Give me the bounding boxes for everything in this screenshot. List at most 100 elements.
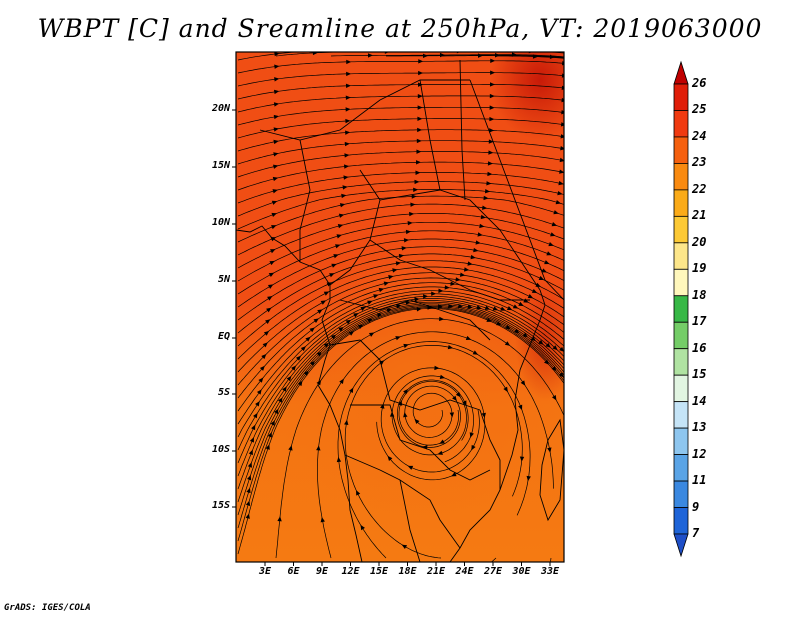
colorbar-swatch — [673, 480, 689, 508]
streamline-arrow — [253, 412, 258, 419]
streamline-arrow — [476, 305, 482, 310]
streamline-arrow — [437, 450, 443, 455]
border-11 — [344, 454, 461, 549]
streamline-arrow — [342, 185, 348, 190]
streamline-arrow — [431, 291, 437, 296]
streamline-arrow — [480, 214, 486, 220]
streamline-arrow — [273, 102, 280, 107]
colorbar-label: 21 — [692, 208, 707, 223]
streamline-arrow — [300, 346, 306, 352]
streamline-arrow — [401, 246, 407, 251]
page-title: WBPT [C] and Sreamline at 250hPa, VT: 20… — [37, 14, 763, 43]
streamline-arrow — [488, 150, 494, 155]
streamline-arrow — [395, 336, 401, 341]
streamline-arrow — [469, 432, 474, 438]
streamline-arrow — [455, 392, 461, 398]
streamline-arrow — [270, 249, 276, 254]
streamline-arrow — [345, 118, 351, 124]
streamline — [237, 140, 564, 165]
streamline-arrow — [558, 180, 564, 186]
streamline-arrow — [449, 412, 455, 418]
streamline-arrow — [387, 455, 393, 462]
streamline-arrow — [465, 335, 472, 341]
streamline-arrow — [373, 294, 379, 299]
streamline-arrow — [415, 170, 421, 175]
streamline-arrow — [518, 404, 523, 411]
colorbar-label: 15 — [692, 367, 707, 382]
east-africa-coast — [449, 289, 546, 562]
streamline-arrow — [277, 397, 283, 403]
streamline-arrow — [519, 456, 525, 462]
streamline-arrow — [368, 332, 375, 337]
streamline — [237, 118, 564, 139]
streamline-arrow — [401, 544, 408, 550]
streamline-arrow — [545, 342, 551, 348]
streamline-arrow — [267, 296, 273, 301]
streamline-arrow — [357, 324, 364, 329]
streamline-arrow — [484, 305, 491, 310]
streamline-arrow — [274, 64, 280, 69]
colorbar-label: 13 — [692, 420, 707, 435]
streamline-arrow — [467, 304, 473, 309]
streamline — [237, 238, 564, 308]
streamline-arrow — [249, 437, 254, 443]
streamline-arrow — [403, 343, 409, 349]
streamline-arrow — [479, 223, 485, 229]
border-7 — [369, 239, 530, 301]
country-borders — [236, 59, 564, 562]
streamline-arrow — [272, 176, 279, 182]
streamline-arrow — [548, 241, 554, 247]
colorbar-swatch — [673, 427, 689, 455]
streamline-arrow — [422, 53, 428, 59]
streamline-arrow — [492, 306, 499, 311]
streamline — [237, 230, 564, 295]
wbpt-field — [236, 52, 564, 562]
streamline-arrow — [245, 513, 250, 519]
streamline-arrow — [527, 294, 534, 299]
streamline-arrow — [403, 238, 410, 243]
streamline-arrow — [339, 203, 346, 208]
colorbar-swatch — [673, 189, 689, 217]
streamline-arrow — [367, 300, 373, 305]
streamline-arrow — [555, 199, 562, 205]
streamline-arrow — [305, 336, 311, 342]
streamline-arrow — [417, 116, 423, 121]
border-9 — [329, 339, 481, 411]
streamline-arrow — [346, 59, 352, 65]
streamline-arrow — [247, 474, 252, 481]
streamline-arrow — [414, 179, 420, 185]
streamline-arrow — [248, 449, 253, 456]
streamline-arrow — [407, 220, 413, 226]
streamline-arrow — [410, 202, 416, 207]
streamline-arrow — [360, 306, 366, 311]
streamline — [237, 246, 564, 321]
colorbar-label: 18 — [692, 287, 707, 302]
streamline-arrow — [538, 339, 544, 345]
streamline-arrow — [261, 354, 267, 360]
streamline-arrow — [547, 447, 552, 453]
streamline-arrow — [451, 472, 457, 477]
streamline-arrow — [273, 89, 280, 95]
map-frame — [235, 51, 565, 563]
streamline-arrow — [265, 319, 271, 325]
streamline-arrow — [500, 306, 506, 311]
streamline-arrow — [343, 175, 349, 180]
streamline-arrow — [267, 432, 272, 438]
field-east-dark — [515, 280, 564, 400]
colorbar-label: 23 — [692, 155, 707, 170]
streamline-arrow — [286, 375, 292, 382]
streamline-arrow — [512, 304, 519, 309]
x-tick-label: 6E — [287, 566, 300, 577]
streamline-arrow — [267, 284, 274, 289]
streamline — [550, 557, 552, 562]
streamline-arrow — [551, 395, 557, 401]
streamline-arrow — [518, 301, 524, 306]
streamline-arrow — [455, 277, 461, 282]
madagascar — [539, 418, 564, 522]
streamline-arrow — [273, 152, 279, 157]
streamline-arrow — [383, 281, 390, 286]
streamline — [237, 303, 564, 503]
colorbar-swatch — [673, 348, 689, 376]
streamline-arrow — [550, 232, 556, 237]
streamline-arrow — [258, 377, 264, 383]
